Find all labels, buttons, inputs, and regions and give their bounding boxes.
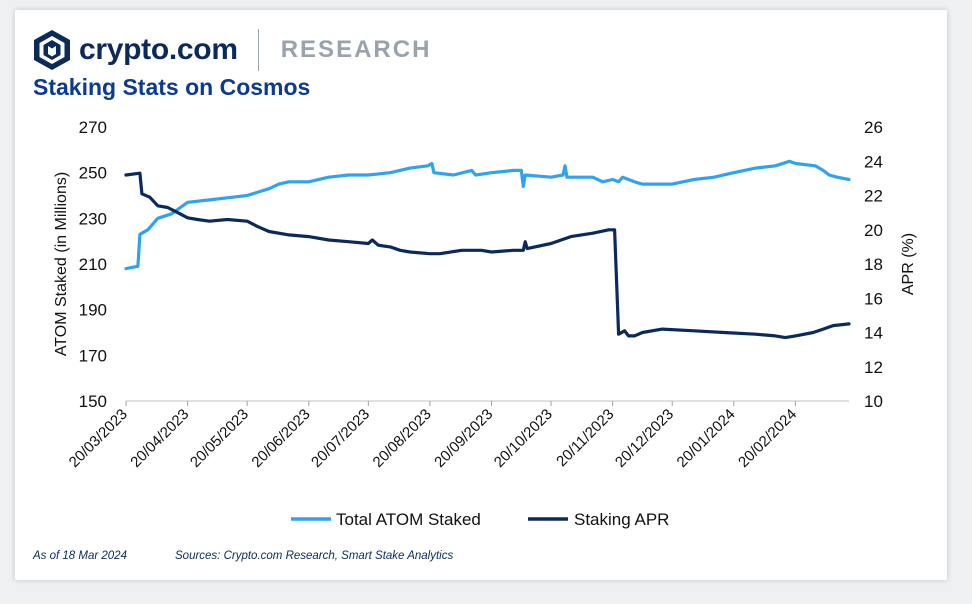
x-tick-label: 20/01/2024: [674, 406, 739, 471]
y-right-tick-label: 20: [864, 221, 883, 240]
x-tick-label: 20/12/2023: [612, 406, 677, 471]
x-tick-label: 20/05/2023: [187, 406, 252, 471]
y-right-tick-label: 10: [864, 392, 883, 411]
y-right-axis-title: APR (%): [900, 233, 917, 295]
y-left-tick-label: 190: [79, 301, 107, 320]
y-left-tick-label: 150: [79, 392, 107, 411]
legend-label-total-atom-staked: Total ATOM Staked: [336, 510, 481, 529]
as-of-note: As of 18 Mar 2024: [33, 550, 127, 562]
y-right-tick-label: 24: [864, 152, 883, 171]
chart-card: [15, 10, 947, 580]
x-tick-label: 20/10/2023: [491, 406, 556, 471]
y-left-tick-label: 250: [79, 164, 107, 183]
crypto-com-logo-icon: [34, 30, 70, 70]
series-line-staking-apr: [124, 171, 851, 340]
y-left-tick-label: 170: [79, 346, 107, 365]
y-right-tick-label: 16: [864, 289, 883, 308]
y-right-tick-label: 22: [864, 187, 883, 206]
y-left-tick-label: 210: [79, 255, 107, 274]
x-tick-label: 20/02/2024: [735, 406, 800, 471]
x-tick-label: 20/04/2023: [127, 406, 192, 471]
x-tick-label: 20/06/2023: [248, 406, 313, 471]
y-right-tick-label: 18: [864, 255, 883, 274]
y-right-tick-label: 26: [864, 118, 883, 137]
y-right-tick-label: 14: [864, 324, 883, 343]
y-left-axis-title: ATOM Staked (in Millions): [53, 172, 70, 356]
y-left-tick-label: 270: [79, 118, 107, 137]
x-tick-label: 20/11/2023: [553, 406, 617, 470]
x-tick-label: 20/07/2023: [308, 406, 373, 471]
y-right-tick-label: 12: [864, 358, 883, 377]
y-left-tick-label: 230: [79, 209, 107, 228]
legend-label-staking-apr: Staking APR: [574, 510, 669, 529]
x-tick-label: 20/08/2023: [370, 406, 435, 471]
x-tick-label: 20/09/2023: [431, 406, 496, 471]
chart-title: Staking Stats on Cosmos: [33, 74, 311, 100]
x-tick-label: 20/03/2023: [66, 406, 131, 471]
brand-name: crypto.com: [79, 33, 238, 66]
brand-section: RESEARCH: [280, 36, 432, 63]
sources-note: Sources: Crypto.com Research, Smart Stak…: [175, 550, 454, 562]
brand-header: crypto.com RESEARCH: [33, 29, 431, 71]
series-line-total-atom-staked: [124, 159, 851, 271]
brand-divider: [257, 29, 259, 71]
